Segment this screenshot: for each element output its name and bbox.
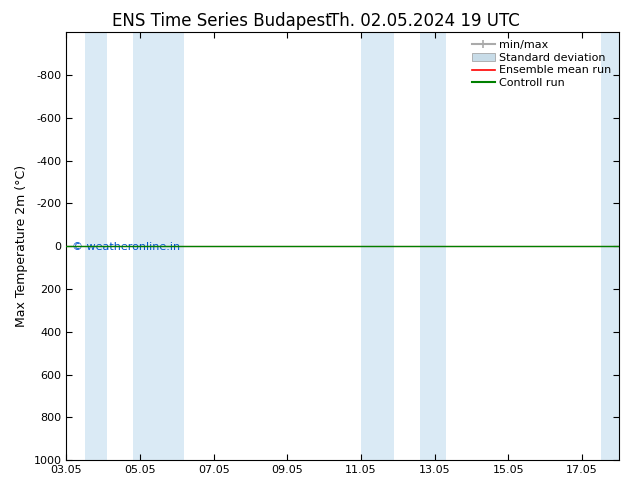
Text: © weatheronline.in: © weatheronline.in <box>72 243 180 252</box>
Bar <box>85 32 107 460</box>
Text: Th. 02.05.2024 19 UTC: Th. 02.05.2024 19 UTC <box>330 12 520 30</box>
Bar <box>133 32 184 460</box>
Bar <box>361 32 394 460</box>
Y-axis label: Max Temperature 2m (°C): Max Temperature 2m (°C) <box>15 165 28 327</box>
Legend: min/max, Standard deviation, Ensemble mean run, Controll run: min/max, Standard deviation, Ensemble me… <box>470 38 614 91</box>
Text: ENS Time Series Budapest: ENS Time Series Budapest <box>112 12 332 30</box>
Bar <box>600 32 619 460</box>
Bar <box>420 32 446 460</box>
